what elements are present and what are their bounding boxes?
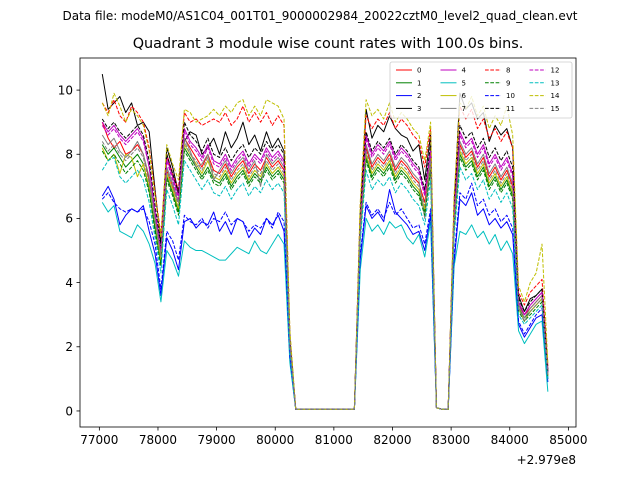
legend-item-12: 12 <box>529 67 560 75</box>
y-tick-label: 4 <box>65 276 73 290</box>
plot-area: 77000 78000 79000 80000 81000 82000 83000 84000… <box>58 57 587 467</box>
legend-item-3: 3 <box>396 105 421 113</box>
legend-label-1: 1 <box>417 79 421 87</box>
legend-label-13: 13 <box>551 79 560 87</box>
data-file-label: Data file: modeM0/AS1C04_001T01_90000029… <box>62 9 577 23</box>
legend-label-7: 7 <box>462 105 466 113</box>
y-tick-label: 0 <box>65 404 73 418</box>
legend-item-8: 8 <box>485 67 510 75</box>
x-tick-label: 79000 <box>198 433 236 447</box>
legend-item-7: 7 <box>440 105 466 113</box>
x-tick-label: 81000 <box>315 433 353 447</box>
legend-item-0: 0 <box>396 67 421 75</box>
x-offset-label: +2.979e8 <box>517 453 576 467</box>
y-tick-label: 10 <box>58 83 73 97</box>
legend-item-11: 11 <box>485 105 515 113</box>
legend-item-13: 13 <box>529 79 560 87</box>
legend-label-4: 4 <box>462 67 467 75</box>
x-tick-label: 78000 <box>139 433 177 447</box>
legend-item-4: 4 <box>440 67 467 75</box>
legend-item-1: 1 <box>396 79 421 87</box>
y-tick-label: 8 <box>65 148 73 162</box>
series-line-10 <box>101 182 549 410</box>
series-line-11 <box>101 118 549 410</box>
legend-item-2: 2 <box>396 92 421 100</box>
legend-label-3: 3 <box>417 105 421 113</box>
legend-item-14: 14 <box>529 92 560 100</box>
y-tick-label: 2 <box>65 340 73 354</box>
legend-label-15: 15 <box>551 105 560 113</box>
legend-label-6: 6 <box>462 92 467 100</box>
series-line-9 <box>101 150 549 410</box>
x-tick-label: 83000 <box>432 433 470 447</box>
x-tick-label: 84000 <box>491 433 529 447</box>
legend-item-6: 6 <box>440 92 467 100</box>
x-tick-label: 80000 <box>256 433 294 447</box>
axes-frame <box>79 57 577 428</box>
legend-label-5: 5 <box>462 79 466 87</box>
legend-label-14: 14 <box>551 92 560 100</box>
legend-label-0: 0 <box>417 67 421 75</box>
x-tick-label: 85000 <box>549 433 587 447</box>
legend-label-11: 11 <box>506 105 515 113</box>
legend-label-10: 10 <box>506 92 515 100</box>
chart-title: Quadrant 3 module wise count rates with … <box>133 36 524 52</box>
legend-label-8: 8 <box>506 67 510 75</box>
x-tick-label: 82000 <box>373 433 411 447</box>
legend-item-15: 15 <box>529 105 560 113</box>
legend-label-2: 2 <box>417 92 421 100</box>
x-tick-label: 77000 <box>80 433 118 447</box>
y-tick-label: 6 <box>65 212 73 226</box>
legend-frame <box>389 61 573 119</box>
legend-label-12: 12 <box>551 67 560 75</box>
series-lines <box>101 73 549 410</box>
series-line-14 <box>101 92 549 410</box>
legend-item-10: 10 <box>485 92 515 100</box>
series-line-15 <box>101 140 549 410</box>
legend-item-9: 9 <box>485 79 510 87</box>
legend-label-9: 9 <box>506 79 510 87</box>
legend-item-5: 5 <box>440 79 466 87</box>
